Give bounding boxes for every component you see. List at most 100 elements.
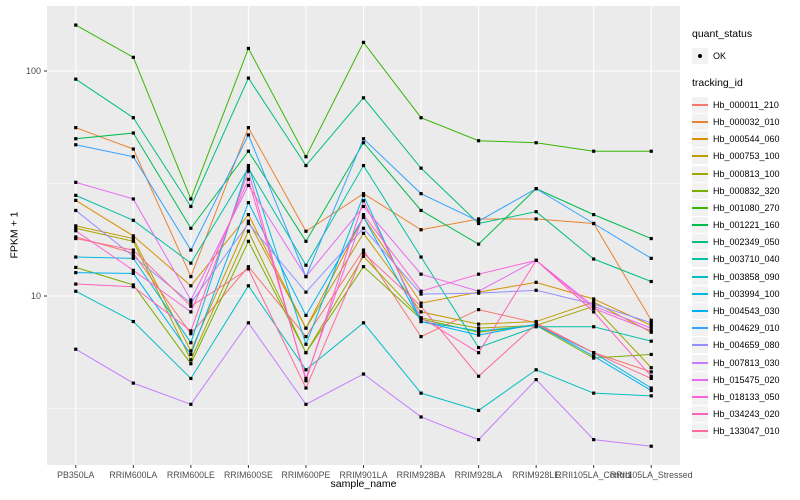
data-point <box>131 381 135 385</box>
legend-label: Hb_000032_010 <box>713 116 780 127</box>
legend-entry: Hb_000832_320 <box>692 182 798 199</box>
data-point <box>189 349 193 353</box>
legend-line-swatch <box>692 292 708 295</box>
data-point <box>131 197 135 201</box>
data-point <box>476 329 481 333</box>
data-point <box>534 322 538 326</box>
data-point <box>476 221 481 226</box>
legend-line-swatch <box>692 206 708 209</box>
data-point <box>534 217 538 221</box>
data-point <box>476 308 481 312</box>
data-point <box>649 370 653 374</box>
legend-key <box>692 47 708 64</box>
data-point <box>534 187 538 191</box>
data-point <box>592 356 596 360</box>
data-point <box>189 274 193 279</box>
legend-line-swatch <box>692 258 708 261</box>
data-point <box>649 329 653 333</box>
data-point <box>534 378 538 382</box>
data-point <box>304 155 308 159</box>
data-point <box>476 139 481 143</box>
data-point <box>476 374 481 378</box>
data-point <box>246 239 251 243</box>
data-point <box>304 379 308 383</box>
data-point <box>476 291 481 295</box>
data-point <box>304 386 308 390</box>
data-point <box>592 351 596 355</box>
data-point <box>476 408 481 413</box>
legend-label: Hb_004543_030 <box>713 306 780 317</box>
data-point <box>189 226 193 230</box>
data-point <box>649 236 653 241</box>
legend-key <box>692 423 708 440</box>
data-point <box>74 347 78 351</box>
data-point <box>304 229 308 233</box>
data-point <box>419 391 423 395</box>
x-tick-label: PB350LA <box>57 470 94 480</box>
data-point <box>131 239 135 243</box>
data-point <box>74 137 78 141</box>
data-point <box>361 372 366 376</box>
data-point <box>189 197 193 201</box>
legend-line-swatch <box>692 138 708 141</box>
legend-entry: Hb_004543_030 <box>692 302 798 320</box>
data-point <box>131 256 135 260</box>
data-point <box>74 143 78 147</box>
data-point <box>74 126 78 130</box>
legend-key <box>692 96 708 113</box>
data-point <box>592 354 596 358</box>
data-point <box>534 288 538 292</box>
legend-entry: Hb_034243_020 <box>692 406 798 423</box>
legend-title-tracking-id: tracking_id <box>692 77 743 90</box>
data-point <box>592 302 596 306</box>
data-point <box>476 219 481 223</box>
data-point <box>419 116 423 120</box>
data-point <box>361 192 366 196</box>
data-point <box>131 254 135 258</box>
data-point <box>189 341 193 345</box>
data-point <box>246 126 251 130</box>
data-point <box>476 326 481 330</box>
legend-label: Hb_003994_100 <box>713 288 780 299</box>
data-point <box>304 326 308 330</box>
legend-entry: Hb_003994_100 <box>692 285 798 302</box>
data-point <box>361 204 366 209</box>
data-point <box>131 55 135 59</box>
data-point <box>131 248 135 252</box>
legend-line-swatch <box>692 155 708 158</box>
data-point <box>592 306 596 311</box>
data-point <box>649 339 653 343</box>
legend-key <box>692 234 708 251</box>
data-point <box>74 235 78 239</box>
data-point <box>304 290 308 294</box>
data-point <box>361 248 366 252</box>
legend-key <box>692 388 708 405</box>
legend-label: Hb_007813_030 <box>713 357 780 368</box>
x-tick-label: RRIM928LE <box>512 470 560 480</box>
data-point <box>246 267 251 271</box>
data-point <box>361 213 366 217</box>
data-point <box>74 77 78 81</box>
data-point <box>649 388 653 393</box>
data-point <box>189 362 193 366</box>
data-point <box>419 166 423 170</box>
data-point <box>592 257 596 261</box>
data-point <box>361 321 366 325</box>
legend-label: Hb_004629_010 <box>713 323 780 334</box>
data-point <box>189 352 193 357</box>
data-point <box>304 402 308 406</box>
legend-label: Hb_003858_090 <box>713 271 780 282</box>
data-point <box>592 221 596 226</box>
data-point <box>534 319 538 324</box>
data-point <box>649 318 653 322</box>
data-point <box>304 376 308 381</box>
data-point <box>246 221 251 226</box>
data-point <box>74 226 78 230</box>
data-point <box>592 149 596 153</box>
data-point <box>74 193 78 197</box>
legend-key <box>692 371 708 388</box>
legend-entry: Hb_018133_050 <box>692 388 798 405</box>
data-point <box>189 376 193 381</box>
